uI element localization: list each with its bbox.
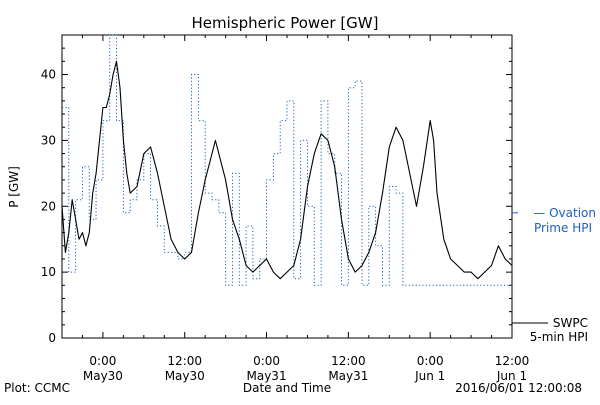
y-tick-label: 40 <box>41 68 56 82</box>
y-axis-label: P [GW] <box>7 166 21 208</box>
x-tick-label-date: May30 <box>83 369 123 383</box>
x-tick-label-date: May30 <box>165 369 205 383</box>
x-tick-label-time: 0:00 <box>253 354 280 368</box>
y-tick-label: 30 <box>41 133 56 147</box>
x-tick-label-date: May31 <box>247 369 287 383</box>
y-tick-label: 20 <box>41 199 56 213</box>
x-tick-label-time: 12:00 <box>495 354 530 368</box>
plot-layer: 0102030400:00May3012:00May300:00May3112:… <box>41 34 596 383</box>
chart-title: Hemispheric Power [GW] <box>192 14 379 32</box>
series-ovation-prime-line <box>62 34 512 286</box>
x-tick-label-date: May31 <box>328 369 368 383</box>
legend-ovation-label-line2: Prime HPI <box>534 221 592 235</box>
x-tick-label-time: 0:00 <box>89 354 116 368</box>
y-tick-label: 10 <box>41 265 56 279</box>
legend-ovation-label-line1: — Ovation <box>533 206 596 220</box>
legend-swpc-label-line2: 5-min HPI <box>530 330 588 344</box>
x-tick-label-time: 12:00 <box>167 354 202 368</box>
footer-left-label: Plot: CCMC <box>4 381 70 395</box>
footer-right-timestamp: 2016/06/01 12:00:08 <box>455 381 582 395</box>
y-tick-label: 0 <box>48 331 56 345</box>
series-swpc-line <box>61 60 513 280</box>
x-tick-label-time: 12:00 <box>331 354 366 368</box>
x-tick-label-date: Jun 1 <box>496 369 527 383</box>
x-tick-label-time: 0:00 <box>417 354 444 368</box>
x-tick-label-date: Jun 1 <box>414 369 445 383</box>
legend-swpc-label-line1: SWPC <box>553 316 588 330</box>
x-axis-label: Date and Time <box>243 381 331 395</box>
